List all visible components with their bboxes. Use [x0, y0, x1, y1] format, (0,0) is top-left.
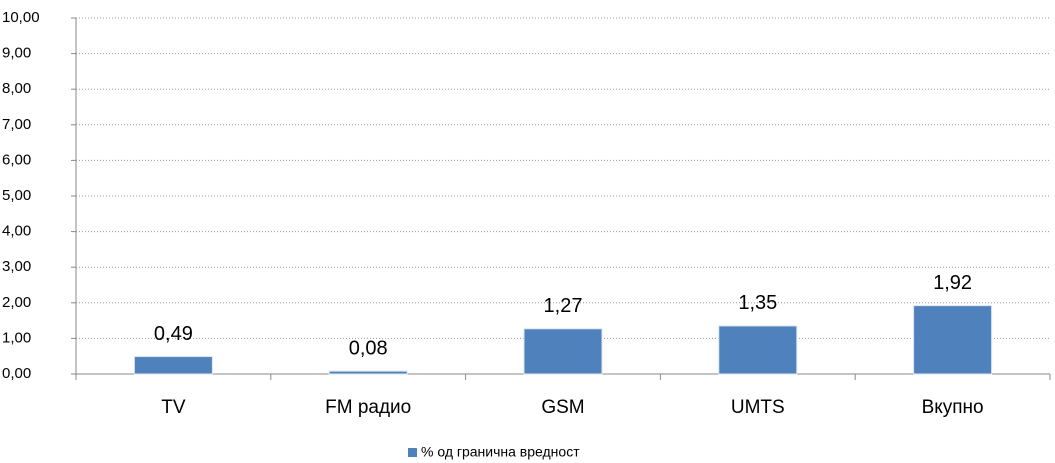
bar	[133, 356, 213, 375]
value-label: 0,49	[154, 323, 193, 345]
y-tick-label: 0,00	[2, 365, 31, 382]
value-label: 1,92	[933, 272, 972, 294]
bar	[328, 370, 408, 375]
x-tick-label: GSM	[541, 397, 584, 418]
y-tick-label: 8,00	[2, 80, 31, 97]
x-tick-label: Вкупно	[922, 397, 984, 418]
legend-swatch	[408, 448, 417, 457]
y-tick-label: 6,00	[2, 151, 31, 168]
value-label: 0,08	[349, 337, 388, 359]
y-tick-label: 1,00	[2, 329, 31, 346]
y-tick-label: 2,00	[2, 294, 31, 311]
y-tick-label: 9,00	[2, 45, 31, 62]
x-tick-label: TV	[161, 397, 186, 418]
y-tick-label: 7,00	[2, 116, 31, 133]
value-label: 1,27	[544, 295, 583, 317]
y-tick-label: 5,00	[2, 187, 31, 204]
value-label: 1,35	[738, 292, 777, 314]
y-tick-label: 10,00	[2, 9, 40, 26]
bar	[913, 305, 993, 375]
legend-label: % од гранична вредност	[421, 444, 580, 460]
bar	[523, 328, 603, 375]
bar	[718, 325, 798, 375]
y-tick-label: 4,00	[2, 223, 31, 240]
x-tick-label: UMTS	[731, 397, 785, 418]
y-tick-label: 3,00	[2, 258, 31, 275]
x-tick-label: FM радио	[325, 397, 411, 418]
